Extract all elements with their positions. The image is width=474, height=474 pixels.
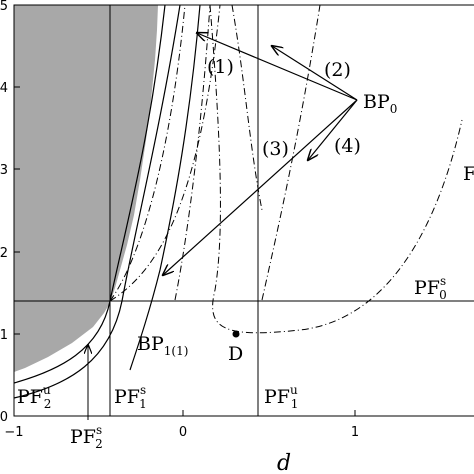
x-tick-marks	[13, 410, 356, 416]
arrow-4	[308, 99, 358, 160]
arrow-2	[272, 46, 358, 101]
dashed-curve-4	[261, 4, 321, 301]
shaded-region	[14, 5, 158, 372]
bp0-label: BP0	[363, 91, 397, 116]
x-tick-0: 0	[179, 425, 187, 440]
pf0s-label: PFs 0	[414, 274, 447, 302]
dashed-curve-5	[231, 4, 263, 211]
dashed-curve-1	[109, 4, 186, 302]
dashed-curve-d-loop	[209, 4, 463, 334]
arrow-2-label: (2)	[324, 59, 351, 81]
y-tick-5: 5	[0, 0, 8, 14]
x-tick-1: 1	[351, 425, 359, 440]
arrow-1	[197, 33, 358, 101]
bp1-label: BP1(1)	[137, 333, 188, 358]
dashed-curve-3	[174, 4, 211, 301]
boundary-curve-1	[13, 4, 166, 384]
point-d-label: D	[228, 343, 243, 365]
plot-frame	[13, 4, 474, 417]
arrow-1-label: (1)	[207, 56, 234, 78]
arrow-4-label: (4)	[334, 135, 361, 157]
edge-label: F	[463, 163, 474, 185]
pf1u-label: PFu 1	[264, 383, 298, 411]
y-tick-3: 3	[0, 163, 8, 178]
y-tick-1: 1	[0, 328, 8, 343]
boundary-curve-3	[129, 4, 201, 371]
pf2u-label: PFu 2	[17, 383, 51, 411]
boundary-curve-2	[13, 4, 181, 399]
pf2s-label: PFs 2	[70, 423, 103, 451]
point-d	[232, 330, 240, 338]
y-tick-0: 0	[0, 410, 8, 425]
x-axis-label: d	[277, 451, 291, 474]
arrow-3-label: (3)	[262, 138, 289, 160]
y-tick-marks	[14, 4, 20, 417]
y-tick-2: 2	[0, 246, 8, 261]
x-tick-neg1: −1	[4, 425, 23, 440]
pf1s-label: PFs 1	[114, 383, 147, 411]
y-tick-4: 4	[0, 81, 8, 96]
dashed-curve-2	[109, 4, 221, 302]
arrow-3	[163, 99, 358, 275]
